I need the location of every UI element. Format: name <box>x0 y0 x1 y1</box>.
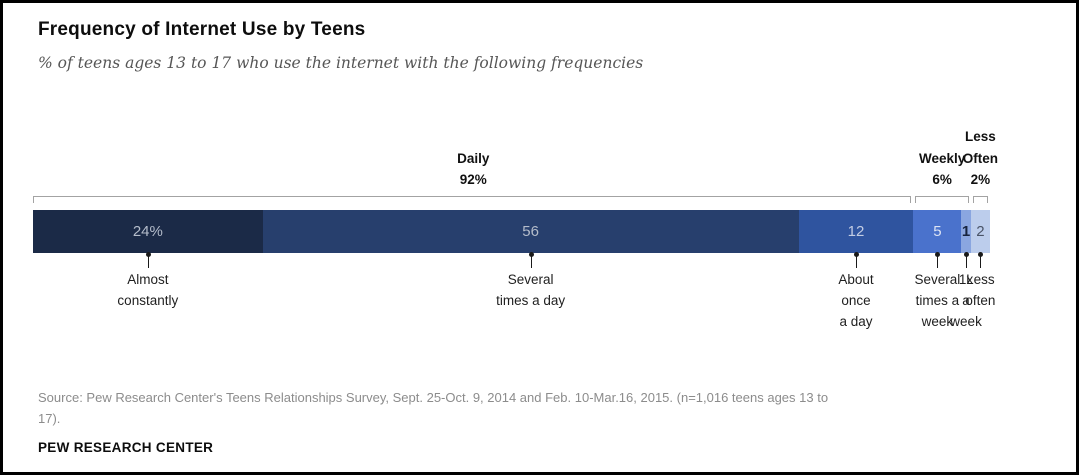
group-label-daily: Daily 92% <box>457 148 489 191</box>
label-line: once <box>841 292 871 308</box>
leader-dot <box>963 252 969 257</box>
label-line: times a <box>915 292 960 308</box>
label-line: Several <box>507 272 554 287</box>
leader-dot <box>528 252 534 257</box>
bar-segment-almost-constantly: 24% <box>33 210 263 253</box>
category-label-several-times-a-day: Several times a day <box>496 270 565 312</box>
bar-segment-several-times-a-day: 56 <box>262 210 799 253</box>
leader-dot <box>935 252 941 257</box>
label-line: Often <box>962 150 999 166</box>
label-line: Less <box>965 129 996 145</box>
category-label-1x-a-week: 1x a week <box>950 270 982 333</box>
leader-pin-several-times-a-day <box>528 252 534 268</box>
category-label-almost-constantly: Almost constantly <box>117 270 178 312</box>
stacked-bar-chart: Daily 92% Weekly 6% Less Often 2% 24% 56 12 5 1 2 A… <box>33 123 998 338</box>
bar-segment-several-times-a-week: 5 <box>913 210 962 253</box>
bracket-daily <box>33 196 912 203</box>
leader-pin-about-once-a-day <box>853 252 859 268</box>
label-line: 92% <box>459 172 487 188</box>
bar-segment-about-once-a-day: 12 <box>798 210 914 253</box>
label-line: a <box>962 292 970 308</box>
label-line: Less <box>966 272 995 287</box>
label-line: a day <box>839 313 873 329</box>
label-line: 2% <box>970 172 991 188</box>
category-label-about-once-a-day: About once a day <box>838 270 873 333</box>
group-label-weekly: Weekly 6% <box>919 148 965 191</box>
leader-pin-less-often <box>978 252 984 268</box>
source-line-2: 17). <box>38 410 61 426</box>
leader-pin-1x-a-week <box>963 252 969 268</box>
bar-segment-less-often: 2 <box>970 210 990 253</box>
source-note: Source: Pew Research Center's Teens Rela… <box>38 388 1028 430</box>
label-line: About <box>838 272 874 287</box>
category-label-less-often: Less often <box>965 270 995 312</box>
leader-pins-layer <box>33 252 990 270</box>
brand-label: PEW RESEARCH CENTER <box>38 440 214 455</box>
stacked-bar: 24% 56 12 5 1 2 <box>33 210 990 253</box>
label-line: 6% <box>932 172 952 188</box>
leader-dot <box>145 252 151 257</box>
label-line: 1x <box>958 272 974 287</box>
label-line: Almost <box>127 272 169 287</box>
group-labels-layer: Daily 92% Weekly 6% Less Often 2% <box>33 123 998 193</box>
label-line: constantly <box>117 292 179 308</box>
bracket-less-often <box>972 196 988 203</box>
label-line: week <box>950 313 982 329</box>
category-label-several-times-a-week: Several times a week <box>914 270 960 333</box>
brackets-layer <box>33 196 990 204</box>
leader-dot <box>978 252 984 257</box>
label-line: Several <box>914 272 961 287</box>
leader-pin-several-times-a-week <box>935 252 941 268</box>
label-line: times a day <box>496 292 566 308</box>
bar-segment-1x-a-week: 1 <box>961 210 971 253</box>
label-line: often <box>965 292 996 308</box>
source-line-1: Source: Pew Research Center's Teens Rela… <box>38 390 829 405</box>
group-label-less-often: Less Often 2% <box>963 126 998 191</box>
leader-dot <box>853 252 859 257</box>
page-title: Frequency of Internet Use by Teens <box>38 19 366 40</box>
label-line: Weekly <box>919 150 966 166</box>
bracket-weekly <box>915 196 969 203</box>
chart-subtitle: % of teens ages 13 to 17 who use the int… <box>38 54 644 72</box>
label-line: Daily <box>457 150 490 166</box>
leader-pin-almost-constantly <box>145 252 151 268</box>
label-line: week <box>921 313 954 329</box>
